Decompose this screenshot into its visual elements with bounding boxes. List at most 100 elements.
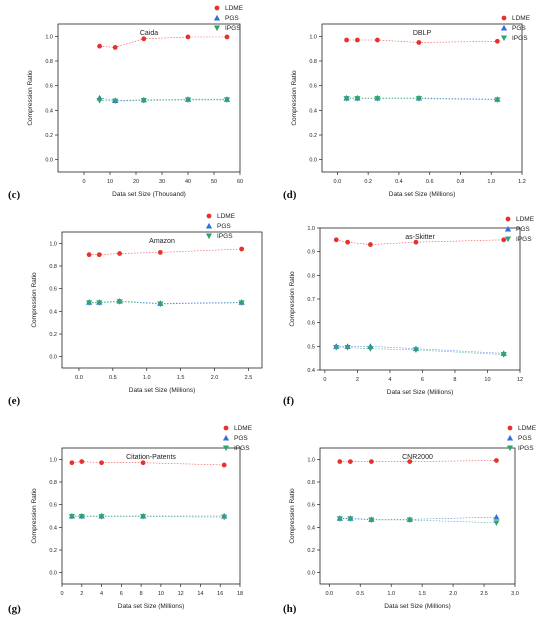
- legend-label: PGS: [225, 15, 239, 22]
- y-tick-label: 0.4: [49, 525, 57, 531]
- data-point: [112, 98, 119, 105]
- data-point: [99, 460, 104, 466]
- chart-panel: as-Skitter 0 2 4 6 8 10 12 0.4 0.5 0.6 0.7 0.8 0.9 1.0…: [283, 216, 535, 407]
- x-tick-label: 0: [60, 591, 63, 597]
- chart-panel: CNR2000 0.0 0.5 1.0 1.5 2.0 2.5 3.0 0.0 0.2 0.4 0.6…: [283, 425, 537, 615]
- plot-frame: [61, 447, 241, 585]
- y-tick-label: 0.7: [307, 297, 315, 303]
- data-point: [140, 460, 146, 466]
- plot-frame: [61, 231, 263, 369]
- y-tick-label: 0.0: [309, 158, 317, 164]
- data-point: [185, 34, 191, 40]
- y-tick-label: 0.6: [307, 321, 315, 327]
- x-tick-label: 10: [107, 179, 113, 185]
- legend-label: PGS: [516, 226, 530, 233]
- x-tick-label: 1.0: [487, 179, 495, 185]
- legend: LDME PGS IPGS: [222, 425, 253, 452]
- x-tick-label: 1.2: [518, 179, 526, 185]
- y-tick-label: 0.0: [49, 571, 57, 577]
- x-tick-label: 2: [356, 377, 359, 383]
- x-tick-label: 50: [211, 179, 217, 185]
- data-point: [413, 239, 419, 245]
- data-point: [79, 459, 85, 464]
- x-tick-label: 10: [158, 591, 164, 597]
- legend-label: PGS: [518, 435, 532, 442]
- x-tick-label: 1.5: [418, 591, 426, 597]
- legend-label: IPGS: [234, 445, 250, 452]
- x-tick-label: 1.0: [143, 375, 151, 381]
- y-tick-label: 1.0: [45, 34, 53, 40]
- legend-marker: [505, 216, 511, 222]
- chart-title: DBLP: [413, 30, 432, 37]
- plot-frame: [57, 23, 241, 173]
- data-point: [139, 514, 147, 520]
- legend-label: LDME: [518, 425, 537, 432]
- y-tick-label: 0.0: [307, 571, 315, 577]
- legend: LDME PGS IPGS: [213, 5, 244, 32]
- data-point: [333, 345, 340, 351]
- chart-panel: Citation-Patents 0 2 4 6 8 10 12 14 16 18 0.0 0.2 0.4…: [8, 425, 253, 615]
- data-point: [416, 40, 422, 45]
- legend-label: PGS: [512, 25, 526, 32]
- data-point: [374, 96, 381, 102]
- x-tick-label: 6: [120, 591, 123, 597]
- x-tick-label: 0.5: [356, 591, 364, 597]
- x-tick-label: 2: [80, 591, 83, 597]
- x-axis-label: Data set Size (Millions): [387, 389, 453, 396]
- y-tick-label: 0.4: [309, 108, 317, 114]
- legend-marker: [507, 425, 513, 431]
- panel-letter: (g): [8, 603, 21, 615]
- x-tick-label: 0: [82, 179, 85, 185]
- legend-label: LDME: [516, 216, 535, 223]
- data-point: [96, 97, 103, 104]
- y-axis-label: Compression Ratio: [289, 488, 296, 544]
- data-point: [98, 514, 105, 520]
- x-tick-label: 0.0: [75, 375, 83, 381]
- legend-marker: [223, 425, 229, 431]
- x-tick-label: 2.5: [480, 591, 488, 597]
- x-tick-label: 0.6: [426, 179, 434, 185]
- y-axis-label: Compression Ratio: [31, 488, 38, 544]
- y-tick-label: 0.6: [309, 84, 317, 90]
- x-tick-label: 0.0: [325, 591, 333, 597]
- data-point: [221, 462, 227, 468]
- data-point: [343, 96, 350, 102]
- series-line: [336, 345, 504, 354]
- x-tick-label: 2.0: [211, 375, 219, 381]
- y-tick-label: 0.8: [307, 480, 315, 486]
- y-tick-label: 0.4: [307, 368, 315, 374]
- data-point: [221, 514, 228, 521]
- legend-label: LDME: [234, 425, 253, 432]
- x-tick-label: 0: [323, 377, 326, 383]
- data-point: [368, 242, 373, 247]
- y-tick-label: 0.8: [309, 59, 317, 65]
- x-tick-label: 4: [100, 591, 103, 597]
- y-tick-label: 0.0: [49, 355, 57, 361]
- data-point: [354, 96, 361, 102]
- data-point: [493, 514, 500, 520]
- series-line: [339, 460, 497, 462]
- x-tick-label: 18: [237, 591, 243, 597]
- data-point: [374, 37, 380, 43]
- data-point: [223, 97, 231, 103]
- data-point: [239, 246, 245, 252]
- data-point: [345, 239, 351, 245]
- x-tick-label: 0.2: [364, 179, 372, 185]
- legend: LDME PGS IPGS: [506, 425, 537, 452]
- legend-marker: [504, 236, 512, 243]
- data-point: [494, 97, 501, 103]
- data-point: [500, 352, 507, 358]
- y-tick-label: 0.4: [49, 309, 57, 315]
- plot-frame: [319, 447, 516, 585]
- series-line: [89, 301, 242, 305]
- data-point: [96, 300, 103, 306]
- data-point: [368, 459, 374, 464]
- x-tick-label: 12: [517, 377, 523, 383]
- data-point: [78, 514, 85, 520]
- legend-marker: [506, 445, 514, 452]
- x-tick-label: 2.0: [449, 591, 457, 597]
- data-point: [494, 38, 500, 44]
- chart-title: as-Skitter: [405, 234, 435, 241]
